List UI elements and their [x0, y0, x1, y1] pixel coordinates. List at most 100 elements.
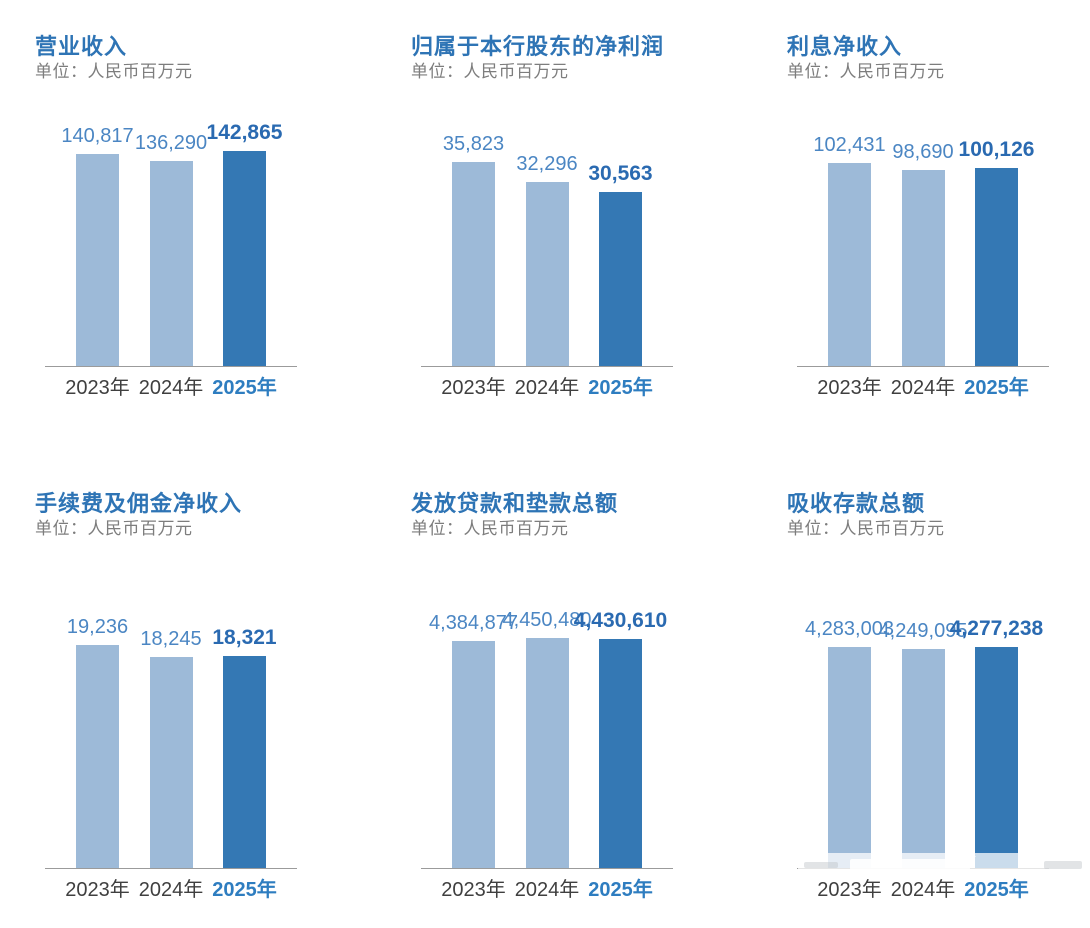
bar-2024年	[901, 649, 945, 869]
x-axis-line	[421, 366, 673, 367]
bar-value-label: 19,236	[66, 616, 129, 638]
bar-value-label: 98,690	[892, 141, 954, 163]
bar-value-label: 4,283,003	[805, 618, 894, 640]
bar-2023年	[452, 162, 495, 367]
bar-group-2024年: 98,690 2024年	[891, 105, 956, 399]
x-axis-label: 2024年	[514, 879, 580, 901]
bar-value-label: 4,430,610	[573, 609, 668, 632]
bar-2025年	[223, 656, 266, 869]
bar-group-2023年: 140,817 2023年	[61, 105, 133, 399]
x-axis-line	[45, 868, 297, 869]
bar-plot: 4,283,003 2023年 4,249,095 2024年 4,277,238 202…	[797, 607, 1049, 901]
bar-plot: 19,236 2023年 18,245 2024年 18,321 2025年	[45, 607, 297, 901]
x-axis-label: 2025年	[212, 377, 277, 399]
chart-total-deposits: 吸收存款总额 单位：人民币百万元 4,283,003 2023年 4,249,095…	[787, 490, 1087, 901]
bars-container: 4,384,877 2023年 4,450,480 2024年 4,430,610 202…	[421, 607, 673, 901]
bar-2024年	[525, 638, 569, 869]
bar-2024年	[149, 657, 193, 869]
chart-unit-label: 单位：人民币百万元	[787, 519, 945, 538]
bar-plot: 102,431 2023年 98,690 2024年 100,126 2025年	[797, 105, 1049, 399]
bar-value-label: 30,563	[588, 162, 653, 185]
x-axis-line	[797, 868, 1049, 869]
bar-2025年	[599, 639, 642, 869]
bar-value-label: 4,249,095	[878, 620, 968, 642]
bar-group-2024年: 32,296 2024年	[515, 105, 580, 399]
bar-2024年	[901, 170, 945, 367]
x-axis-line	[421, 868, 673, 869]
x-axis-label: 2023年	[65, 377, 130, 399]
bar-group-2025年: 4,277,238 2025年	[950, 607, 1043, 901]
x-axis-label: 2025年	[964, 377, 1029, 399]
chart-unit-label: 单位：人民币百万元	[35, 519, 193, 538]
bar-2024年	[525, 182, 569, 367]
bar-value-label: 18,321	[212, 626, 277, 649]
chart-title: 利息净收入	[787, 34, 903, 59]
bars-container: 19,236 2023年 18,245 2024年 18,321 2025年	[45, 607, 297, 901]
chart-unit-label: 单位：人民币百万元	[411, 519, 569, 538]
chart-title: 手续费及佣金净收入	[35, 491, 243, 516]
x-axis-label: 2024年	[138, 879, 204, 901]
x-axis-label: 2023年	[441, 377, 506, 399]
bar-value-label: 140,817	[61, 125, 134, 147]
bar-group-2023年: 4,384,877 2023年	[429, 607, 518, 901]
chart-unit-label: 单位：人民币百万元	[35, 62, 193, 81]
bar-value-label: 4,450,480	[502, 609, 592, 631]
bar-group-2025年: 142,865 2025年	[207, 105, 283, 399]
bar-value-label: 18,245	[140, 628, 202, 650]
chart-net-interest-income: 利息净收入 单位：人民币百万元 102,431 2023年 98,690 2024年 1…	[787, 33, 1087, 399]
bar-2023年	[828, 647, 871, 869]
x-axis-label: 2023年	[441, 879, 506, 901]
x-axis-label: 2024年	[890, 879, 956, 901]
chart-unit-label: 单位：人民币百万元	[787, 62, 945, 81]
bar-group-2025年: 100,126 2025年	[959, 105, 1035, 399]
bar-2025年	[975, 168, 1018, 367]
bar-group-2024年: 4,450,480 2024年	[503, 607, 592, 901]
x-axis-label: 2023年	[65, 879, 130, 901]
bars-container: 140,817 2023年 136,290 2024年 142,865 2025年	[45, 105, 297, 399]
bar-2023年	[76, 645, 119, 869]
x-axis-label: 2024年	[138, 377, 204, 399]
x-axis-label: 2025年	[212, 879, 277, 901]
bar-2025年	[223, 151, 266, 367]
x-axis-label: 2023年	[817, 377, 882, 399]
bars-container: 102,431 2023年 98,690 2024年 100,126 2025年	[797, 105, 1049, 399]
chart-title: 归属于本行股东的净利润	[411, 34, 665, 59]
bar-group-2025年: 30,563 2025年	[588, 105, 653, 399]
charts-grid: 营业收入 单位：人民币百万元 140,817 2023年 136,290 2024年 1…	[35, 33, 1090, 901]
bar-value-label: 136,290	[134, 132, 208, 154]
bar-group-2023年: 4,283,003 2023年	[805, 607, 894, 901]
chart-title: 发放贷款和垫款总额	[411, 491, 619, 516]
x-axis-label: 2025年	[588, 879, 653, 901]
x-axis-label: 2025年	[588, 377, 653, 399]
bar-2023年	[76, 154, 119, 367]
bars-container: 4,283,003 2023年 4,249,095 2024年 4,277,238 202…	[797, 607, 1049, 901]
chart-net-profit-attributable: 归属于本行股东的净利润 单位：人民币百万元 35,823 2023年 32,296 2…	[411, 33, 711, 399]
bar-value-label: 35,823	[442, 133, 505, 155]
chart-net-fee-commission-income: 手续费及佣金净收入 单位：人民币百万元 19,236 2023年 18,245 202…	[35, 490, 335, 901]
chart-unit-label: 单位：人民币百万元	[411, 62, 569, 81]
bars-container: 35,823 2023年 32,296 2024年 30,563 2025年	[421, 105, 673, 399]
bar-plot: 140,817 2023年 136,290 2024年 142,865 2025年	[45, 105, 297, 399]
chart-title: 营业收入	[35, 34, 128, 59]
bar-2023年	[452, 641, 495, 869]
bar-value-label: 102,431	[813, 134, 886, 156]
x-axis-label: 2023年	[817, 879, 882, 901]
x-axis-line	[797, 366, 1049, 367]
chart-title: 吸收存款总额	[787, 491, 926, 516]
bar-value-label: 4,384,877	[429, 612, 518, 634]
bar-plot: 4,384,877 2023年 4,450,480 2024年 4,430,610 202…	[421, 607, 673, 901]
bar-group-2025年: 4,430,610 2025年	[574, 607, 667, 901]
x-axis-label: 2024年	[890, 377, 956, 399]
bar-group-2025年: 18,321 2025年	[212, 607, 277, 901]
x-axis-line	[45, 366, 297, 367]
bar-group-2023年: 19,236 2023年	[65, 607, 130, 901]
bar-2025年	[975, 647, 1018, 869]
bar-2023年	[828, 163, 871, 367]
bar-value-label: 32,296	[516, 153, 578, 175]
chart-operating-income: 营业收入 单位：人民币百万元 140,817 2023年 136,290 2024年 1…	[35, 33, 335, 399]
bar-value-label: 100,126	[958, 138, 1035, 161]
bar-value-label: 142,865	[206, 121, 283, 144]
bar-group-2023年: 102,431 2023年	[813, 105, 885, 399]
x-axis-label: 2025年	[964, 879, 1029, 901]
